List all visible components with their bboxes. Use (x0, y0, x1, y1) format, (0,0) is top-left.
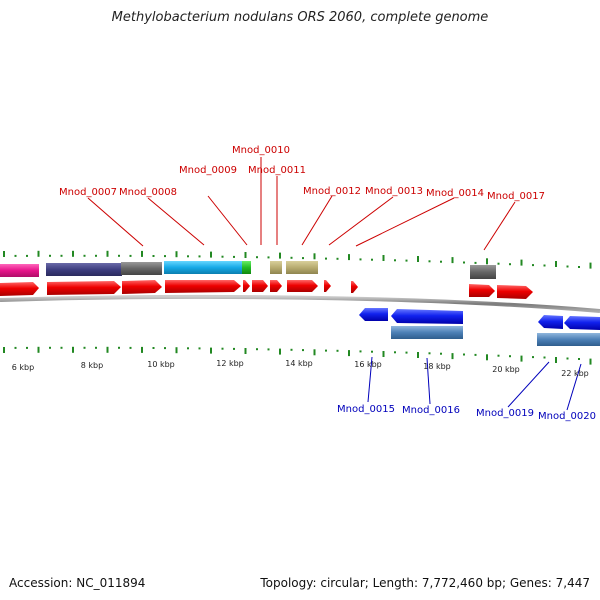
leader-line (147, 197, 205, 246)
leader-line (483, 201, 516, 251)
forward-gene-arrow (497, 285, 533, 299)
feature-bar-green (242, 261, 251, 274)
scale-label: 22 kbp (561, 369, 589, 378)
forward-gene-arrow (270, 280, 282, 292)
forward-gene-arrow (243, 280, 250, 292)
tick-row-bottom (3, 346, 592, 365)
leader-line (328, 196, 394, 246)
scale-label: 8 kbp (81, 361, 103, 370)
feature-track-upper (0, 261, 496, 279)
gene-label: Mnod_0008 (119, 187, 177, 198)
gene-label: Mnod_0009 (179, 165, 237, 176)
reverse-gene-arrow (538, 315, 563, 329)
reverse-gene-arrow (391, 309, 463, 324)
forward-gene-labels: Mnod_0007 Mnod_0008 Mnod_0009 Mnod_0010 … (59, 145, 545, 202)
gene-label: Mnod_0010 (232, 145, 290, 156)
gene-label: Mnod_0007 (59, 187, 117, 198)
gene-label: Mnod_0012 (303, 186, 361, 197)
leader-line (507, 361, 550, 408)
leader-line (566, 363, 582, 411)
reverse-gene-arrow (564, 316, 600, 330)
forward-gene-arrow (0, 282, 39, 296)
forward-gene-arrow (252, 280, 268, 292)
feature-track-lower (391, 326, 600, 346)
forward-gene-arrow (47, 281, 121, 295)
feature-bar-gray (121, 262, 162, 275)
forward-gene-arrow (287, 280, 318, 292)
reverse-gene-track (359, 308, 600, 330)
forward-gene-arrow (469, 284, 495, 297)
gene-label: Mnod_0013 (365, 186, 423, 197)
label-leader-lines (87, 157, 582, 411)
scale-label: 18 kbp (423, 362, 451, 371)
map-title: Methylobacterium nodulans ORS 2060, comp… (111, 10, 489, 25)
leader-line (355, 197, 455, 247)
gene-label: Mnod_0015 (337, 404, 395, 415)
scale-label: 10 kbp (147, 360, 175, 369)
forward-gene-track (0, 280, 533, 299)
tick-row-top (3, 250, 592, 269)
forward-gene-arrow (351, 281, 358, 293)
forward-gene-arrow (165, 280, 241, 293)
scale-label: 14 kbp (285, 359, 313, 368)
leader-line (367, 356, 373, 403)
scale-label: 6 kbp (12, 363, 34, 372)
gene-label: Mnod_0016 (402, 405, 460, 416)
leader-line (301, 195, 333, 246)
accession-text: Accession: NC_011894 (9, 576, 146, 590)
gene-label: Mnod_0011 (248, 165, 306, 176)
gene-label: Mnod_0019 (476, 408, 534, 419)
reverse-gene-arrow (359, 308, 388, 321)
feature-bar-steelblue (537, 333, 600, 346)
scale-label: 16 kbp (354, 360, 382, 369)
gene-label: Mnod_0020 (538, 411, 596, 422)
gene-label: Mnod_0014 (426, 188, 484, 199)
reverse-gene-labels: Mnod_0015 Mnod_0016 Mnod_0019 Mnod_0020 (337, 404, 596, 422)
gene-label: Mnod_0017 (487, 191, 545, 202)
feature-bar-steelblue (391, 326, 463, 339)
feature-bar-pink (0, 264, 39, 277)
leader-line (207, 195, 248, 246)
feature-bar-gray (470, 265, 496, 279)
forward-gene-arrow (324, 280, 331, 292)
leader-line (426, 357, 431, 405)
feature-bar-navy (46, 263, 122, 276)
feature-bar-khaki (270, 261, 282, 274)
feature-bar-cyan (164, 261, 242, 274)
topology-text: Topology: circular; Length: 7,772,460 bp… (260, 576, 590, 590)
scale-label: 12 kbp (216, 359, 244, 368)
genome-backbone (0, 294, 600, 313)
feature-bar-khaki (286, 261, 318, 274)
scale-labels: 6 kbp 8 kbp 10 kbp 12 kbp 14 kbp 16 kbp … (12, 359, 589, 378)
leader-line (87, 197, 144, 247)
scale-label: 20 kbp (492, 365, 520, 374)
forward-gene-arrow (122, 280, 162, 294)
